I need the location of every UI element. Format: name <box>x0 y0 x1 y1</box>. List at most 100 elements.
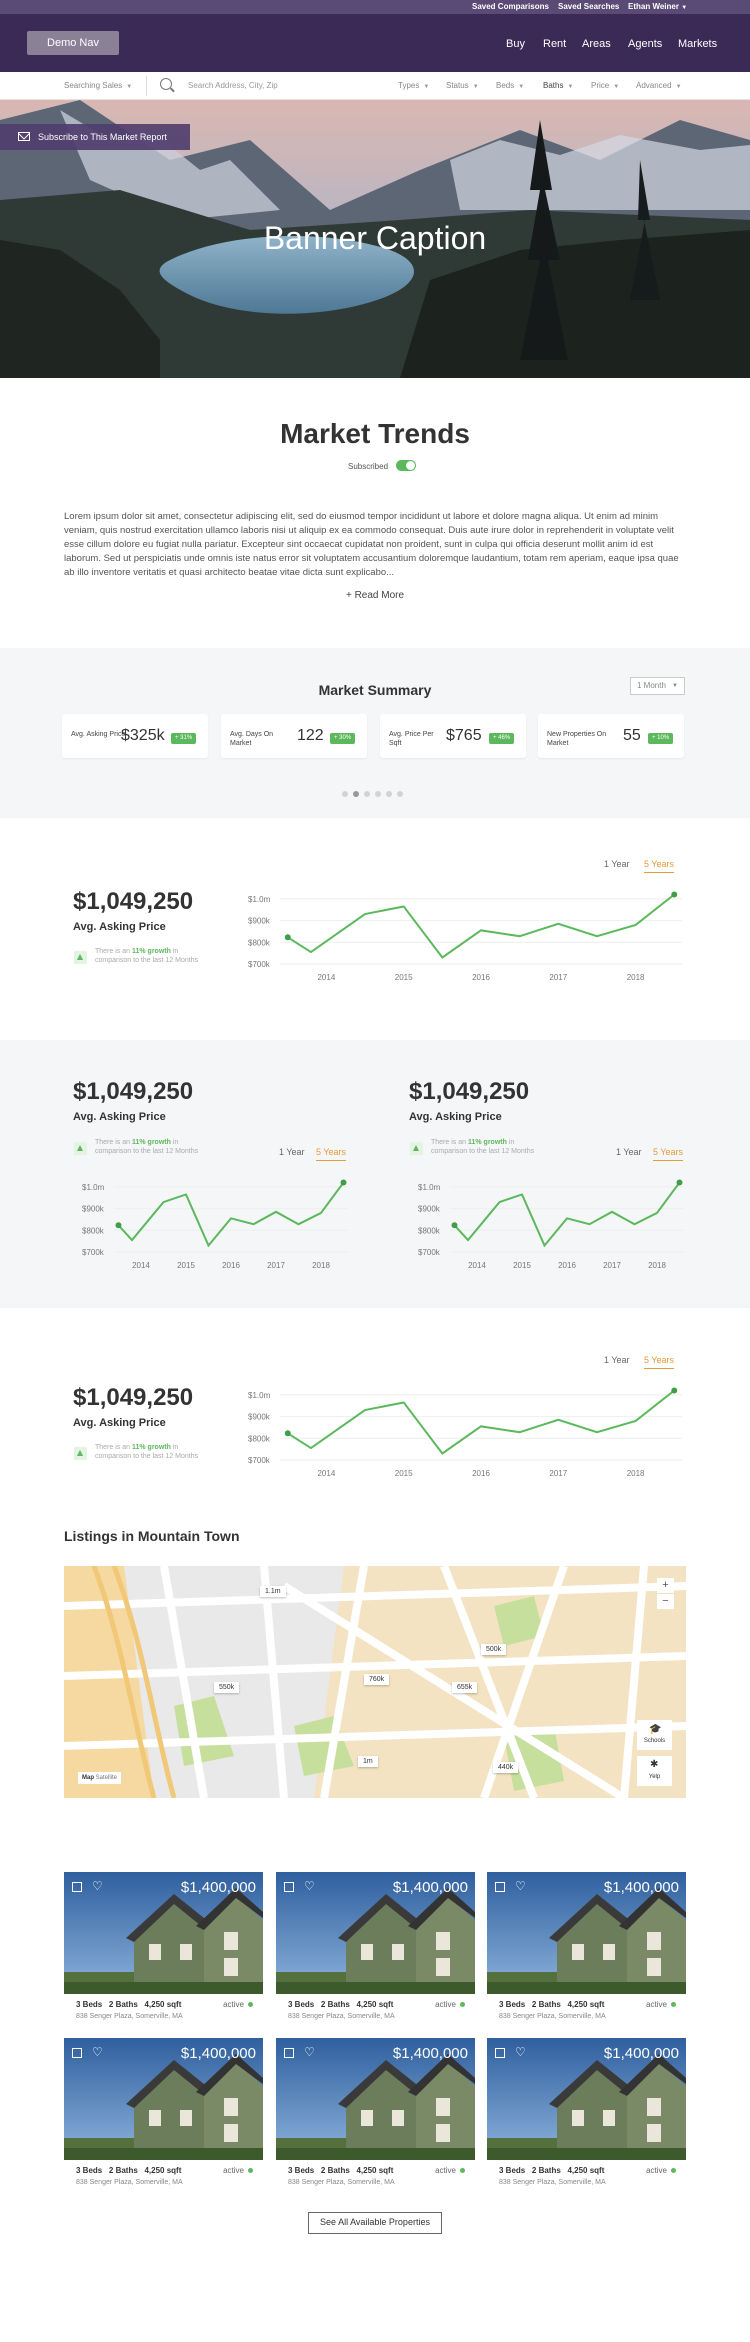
x-tick-label: 2014 <box>317 1469 335 1478</box>
demo-nav-button[interactable]: Demo Nav <box>27 31 119 55</box>
trend-up-icon <box>74 1447 87 1460</box>
search-icon[interactable] <box>160 78 172 90</box>
map-price-pin[interactable]: 1.1m <box>260 1586 286 1597</box>
property-specs: 3 Beds 2 Baths 4,250 sqft <box>499 2166 605 2175</box>
range-1-year[interactable]: 1 Year <box>604 859 630 869</box>
y-tick-label: $900k <box>82 1205 105 1214</box>
heart-icon[interactable]: ♡ <box>515 1879 526 1893</box>
carousel-dot[interactable] <box>397 791 403 797</box>
subscribe-button[interactable]: Subscribe to This Market Report <box>0 124 190 150</box>
property-price: $1,400,000 <box>603 2045 679 2062</box>
heart-icon[interactable]: ♡ <box>92 2045 103 2059</box>
saved-searches-link[interactable]: Saved Searches <box>558 2 620 11</box>
carousel-dot-active[interactable] <box>353 791 359 797</box>
y-tick-label: $800k <box>248 1434 271 1443</box>
x-tick-label: 2016 <box>472 973 490 982</box>
photos-icon[interactable] <box>495 1882 505 1892</box>
listings-map[interactable]: 1.1m 500k 760k 655k 550k 1m 440k + − 🎓 Sc… <box>64 1566 686 1798</box>
property-card[interactable]: ♡ $1,400,000 3 Beds 2 Baths 4,250 sqft acti… <box>64 2038 263 2202</box>
map-price-pin[interactable]: 550k <box>214 1682 240 1693</box>
photos-icon[interactable] <box>495 2048 505 2058</box>
carousel-dot[interactable] <box>375 791 381 797</box>
user-menu[interactable]: Ethan Weiner ▼ <box>628 2 687 11</box>
property-card[interactable]: ♡ $1,400,000 3 Beds 2 Baths 4,250 sqft acti… <box>276 2038 475 2202</box>
range-5-years[interactable]: 5 Years <box>653 1147 684 1161</box>
range-5-years[interactable]: 5 Years <box>644 859 675 873</box>
nav-link-buy[interactable]: Buy <box>506 38 525 50</box>
property-image[interactable] <box>487 1872 686 1994</box>
trend-up-icon <box>410 1142 423 1155</box>
nav-link-agents[interactable]: Agents <box>628 38 663 50</box>
map-price-pin[interactable]: 760k <box>364 1674 390 1685</box>
nav-link-areas[interactable]: Areas <box>582 38 611 50</box>
carousel-dot[interactable] <box>342 791 348 797</box>
filter-status[interactable]: Status ▼ <box>446 81 479 90</box>
property-price: $1,400,000 <box>392 2045 468 2062</box>
map-price-pin[interactable]: 655k <box>452 1682 478 1693</box>
heart-icon[interactable]: ♡ <box>515 2045 526 2059</box>
saved-comparisons-link[interactable]: Saved Comparisons <box>472 2 549 11</box>
range-1-year[interactable]: 1 Year <box>616 1147 642 1157</box>
series-line <box>287 893 675 959</box>
nav-link-rent[interactable]: Rent <box>543 38 567 50</box>
property-image[interactable] <box>276 2038 475 2160</box>
price-value: $1,049,250 <box>73 888 194 915</box>
x-tick-label: 2017 <box>603 1261 621 1270</box>
property-card[interactable]: ♡ $1,400,000 3 Beds 2 Baths 4,250 sqft acti… <box>487 1872 686 2036</box>
summary-card: Avg. Asking Price $325k + 31% <box>62 714 208 758</box>
carousel-dot[interactable] <box>364 791 370 797</box>
range-1-year[interactable]: 1 Year <box>279 1147 305 1157</box>
filter-advanced[interactable]: Advanced ▼ <box>636 81 682 90</box>
growth-value: 11% growth <box>131 1139 171 1146</box>
nav-link-markets[interactable]: Markets <box>678 38 718 50</box>
photos-icon[interactable] <box>72 1882 82 1892</box>
range-1-year[interactable]: 1 Year <box>604 1355 630 1365</box>
property-price: $1,400,000 <box>392 1879 468 1896</box>
heart-icon[interactable]: ♡ <box>304 1879 315 1893</box>
property-image[interactable] <box>276 1872 475 1994</box>
read-more-link[interactable]: + Read More <box>345 590 405 601</box>
map-yelp-button[interactable]: ✱ Yelp <box>637 1756 672 1786</box>
map-price-pin[interactable]: 440k <box>493 1762 519 1773</box>
property-card[interactable]: ♡ $1,400,000 3 Beds 2 Baths 4,250 sqft acti… <box>276 1872 475 2036</box>
heart-icon[interactable]: ♡ <box>92 1879 103 1893</box>
property-image[interactable] <box>64 2038 263 2160</box>
map-type-map[interactable]: Map <box>82 1775 94 1781</box>
x-tick-label: 2017 <box>549 1469 567 1478</box>
search-mode-select[interactable]: Searching Sales ▼ <box>64 81 132 90</box>
subscribed-toggle[interactable] <box>396 460 416 471</box>
carousel-dot[interactable] <box>386 791 392 797</box>
filter-baths[interactable]: Baths ▼ <box>543 81 573 90</box>
map-type-satellite[interactable]: Satellite <box>95 1775 118 1781</box>
see-all-properties-button[interactable]: See All Available Properties <box>308 2212 442 2234</box>
search-input[interactable]: Search Address, City, Zip <box>188 81 278 90</box>
photos-icon[interactable] <box>284 2048 294 2058</box>
chevron-down-icon: ▼ <box>126 84 133 90</box>
series-line <box>117 1181 345 1248</box>
filter-beds[interactable]: Beds ▼ <box>496 81 524 90</box>
card-badge: + 31% <box>171 733 197 744</box>
period-select[interactable]: 1 Month ▼ <box>630 677 685 695</box>
photos-icon[interactable] <box>72 2048 82 2058</box>
filter-price[interactable]: Price ▼ <box>591 81 619 90</box>
zoom-out-button[interactable]: − <box>657 1594 674 1609</box>
card-badge: + 10% <box>648 733 674 744</box>
property-image[interactable] <box>487 2038 686 2160</box>
caret-down-icon: ▼ <box>681 5 688 11</box>
property-image[interactable] <box>64 1872 263 1994</box>
heart-icon[interactable]: ♡ <box>304 2045 315 2059</box>
map-type-toggle[interactable]: Map Satellite <box>78 1772 122 1784</box>
photos-icon[interactable] <box>284 1882 294 1892</box>
growth-text: There is an <box>431 1139 468 1146</box>
chevron-down-icon: ▼ <box>613 84 620 90</box>
range-5-years[interactable]: 5 Years <box>316 1147 347 1161</box>
map-schools-button[interactable]: 🎓 Schools <box>637 1720 672 1750</box>
filter-types[interactable]: Types ▼ <box>398 81 429 90</box>
property-card[interactable]: ♡ $1,400,000 3 Beds 2 Baths 4,250 sqft acti… <box>487 2038 686 2202</box>
y-tick-label: $700k <box>82 1248 105 1257</box>
property-card[interactable]: ♡ $1,400,000 3 Beds 2 Baths 4,250 sqft acti… <box>64 1872 263 2036</box>
range-5-years[interactable]: 5 Years <box>644 1355 675 1369</box>
zoom-in-button[interactable]: + <box>657 1578 674 1593</box>
map-price-pin[interactable]: 500k <box>481 1644 507 1655</box>
map-price-pin[interactable]: 1m <box>358 1756 378 1767</box>
